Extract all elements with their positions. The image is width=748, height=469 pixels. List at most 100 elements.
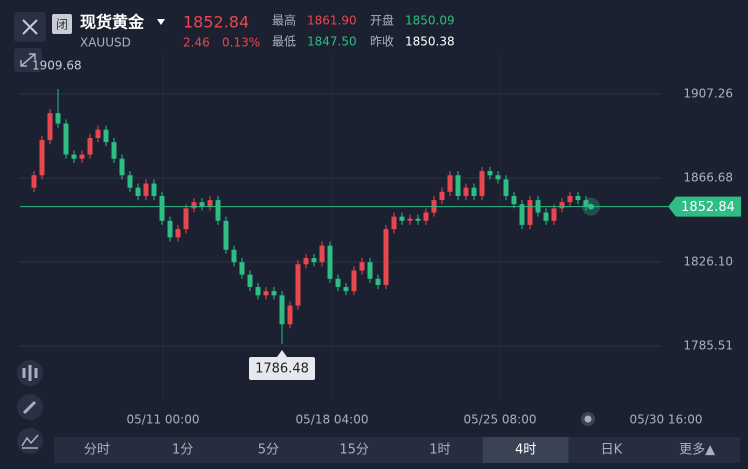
candle-body (71, 154, 77, 159)
candle-body (327, 245, 333, 279)
candle-body (463, 187, 469, 196)
candle-body (303, 258, 309, 265)
candle-body (215, 200, 221, 221)
candle-body (495, 175, 501, 180)
min-box (249, 356, 315, 380)
candle-body (423, 212, 429, 221)
candle-body (199, 202, 205, 207)
y-tick-label: 1826.10 (683, 254, 733, 268)
candle-body (175, 229, 181, 238)
candle-body (335, 278, 341, 288)
candle-body (183, 208, 189, 230)
close-icon (22, 19, 38, 35)
indicator-icon (21, 434, 39, 449)
candle-body (103, 129, 109, 143)
stat-value: 1847.50 (307, 35, 357, 49)
y-tick-label: 1907.26 (683, 86, 733, 100)
tab[interactable]: 分时 (84, 443, 110, 458)
candle-body (415, 218, 421, 221)
x-tick-label: 05/11 00:00 (127, 413, 200, 427)
candle-body (111, 142, 117, 159)
candle-body (127, 175, 133, 188)
stat-label: 昨收 (370, 35, 394, 49)
candle-body (31, 175, 37, 188)
candle-body (223, 220, 229, 250)
candle-body (255, 287, 261, 296)
candle-body (367, 262, 373, 279)
candle-body (207, 200, 213, 207)
candle-body (63, 123, 69, 155)
candle-body (239, 262, 245, 275)
scroll-dot (584, 415, 592, 423)
stat-label: 最高 (272, 13, 296, 28)
candle-body (383, 229, 389, 285)
candle-body (191, 202, 197, 209)
last-price-label: 1852.84 (681, 200, 735, 215)
instrument-name[interactable]: 现货黄金 (80, 13, 145, 32)
price: 1852.84 (183, 13, 249, 32)
candle-icon (22, 365, 38, 381)
candle-body (343, 287, 349, 292)
candle-body (167, 220, 173, 238)
candle-body (575, 195, 581, 201)
candle-body (375, 278, 381, 285)
stat-value: 1850.38 (405, 35, 455, 49)
candle-body (87, 138, 93, 155)
x-tick-label: 05/25 08:00 (464, 413, 537, 427)
fullscreen-icon (20, 53, 36, 67)
tab[interactable]: 15分 (339, 443, 369, 458)
candle-body (391, 216, 397, 230)
last-price-dot (588, 203, 594, 210)
tools (17, 360, 43, 454)
status: 闭 (56, 18, 68, 32)
y-tick-label: 1785.51 (683, 338, 733, 352)
tab[interactable]: 4时 (515, 443, 536, 458)
candle-body (359, 262, 365, 271)
candle-body (95, 129, 101, 139)
candle-body (511, 195, 517, 205)
change: 2.46 (183, 36, 210, 50)
tab[interactable]: 日K (601, 443, 623, 458)
candle-body (543, 212, 549, 221)
candle-body (471, 187, 477, 196)
tab[interactable]: 更多▲ (679, 442, 715, 458)
candle-body (39, 140, 45, 176)
candle-body (311, 258, 317, 263)
candle-body (119, 158, 125, 176)
candle-body (55, 113, 61, 124)
change-pct: 0.13% (222, 36, 260, 50)
candle-body (503, 179, 509, 196)
candle-body (407, 218, 413, 221)
pen-icon (22, 400, 37, 415)
candle-body (279, 295, 285, 325)
min-label: 1786.48 (255, 361, 309, 376)
candle-body (143, 183, 149, 196)
candle-body (135, 187, 141, 196)
candle-body (479, 171, 485, 196)
candle-body (519, 204, 525, 225)
stat-value: 1861.90 (307, 14, 357, 28)
tab[interactable]: 5分 (258, 443, 279, 458)
y-tick-label: 1866.68 (683, 170, 733, 184)
candle-body (79, 154, 85, 159)
candle-body (151, 183, 157, 196)
tab-active (482, 437, 569, 463)
stat-label: 最低 (272, 35, 296, 49)
candle-body (47, 113, 53, 141)
tab[interactable]: 1分 (172, 443, 193, 458)
dropdown-arrow[interactable] (157, 19, 165, 25)
candle-body (319, 245, 325, 263)
stat-value: 1850.09 (405, 14, 455, 28)
candle-body (455, 175, 461, 196)
stat-label: 开盘 (370, 13, 394, 28)
tab-bar (54, 437, 740, 463)
candle-body (487, 171, 493, 176)
candle-body (231, 249, 237, 263)
x-tick-label: 05/18 04:00 (296, 413, 369, 427)
min-pointer (277, 349, 287, 357)
tab[interactable]: 1时 (429, 443, 450, 458)
candle-body (295, 264, 301, 306)
x-tick-label: 05/30 16:00 (630, 413, 703, 427)
